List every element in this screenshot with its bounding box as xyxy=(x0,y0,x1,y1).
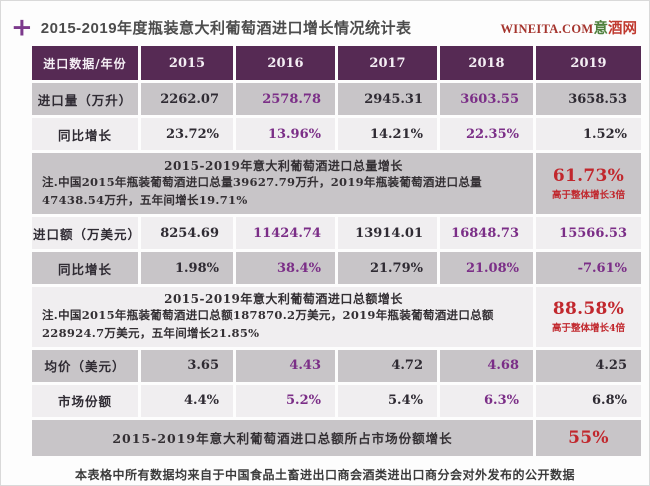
table-row-volume-note: 2015-2019年意大利葡萄酒进口总量增长 注.中国2015年瓶装葡萄酒进口总… xyxy=(32,153,641,214)
header-cell-year: 2018 xyxy=(440,46,533,80)
note-title: 2015-2019年意大利葡萄酒进口总量增长 xyxy=(164,158,403,173)
table-row-share-note: 2015-2019年意大利葡萄酒进口总额所占市场份额增长 55% xyxy=(32,419,641,456)
table-row-market-share: 市场份额 4.4% 5.2% 5.4% 6.3% 6.8% xyxy=(32,384,641,417)
data-source-note: 本表格中所有数据均来自于中国食品土畜进出口商会酒类进出口商分会对外发布的公开数据 xyxy=(74,467,575,482)
note-title: 2015-2019年意大利葡萄酒进口总额所占市场份额增长 xyxy=(32,419,533,456)
plus-icon: + xyxy=(11,13,33,42)
row-label: 进口额（万美元） xyxy=(32,217,138,249)
cell-value: 2578.78 xyxy=(236,83,335,115)
highlight-percent: 55% xyxy=(568,427,609,448)
highlight-percent: 88.58% xyxy=(552,299,625,320)
table-row-value-note: 2015-2019年意大利葡萄酒进口总额增长 注.中国2015年瓶装葡萄酒进口总… xyxy=(32,287,641,347)
cell-value: 2262.07 xyxy=(141,83,233,115)
cell-value: 16848.73 xyxy=(440,217,533,249)
cell-value: 6.8% xyxy=(536,384,641,417)
logo-latin-text: WINEITA.COM xyxy=(500,22,594,36)
site-logo: WINEITA.COM意酒网 xyxy=(500,17,637,38)
note-body: 注.中国2015年瓶装葡萄酒进口总量39627.79万升，2019年瓶装葡萄酒进… xyxy=(42,174,482,207)
cell-value: 5.4% xyxy=(338,384,437,417)
row-label: 进口量（万升） xyxy=(32,83,138,115)
cell-value: 11424.74 xyxy=(236,217,335,249)
table-row-import-value: 进口额（万美元） 8254.69 11424.74 13914.01 16848… xyxy=(32,217,641,249)
cell-value: 6.3% xyxy=(440,384,533,417)
cell-value: 4.25 xyxy=(536,349,641,382)
table-header-row: 进口数据/年份 2015 2016 2017 2018 2019 xyxy=(32,46,641,80)
cell-value: 1.52% xyxy=(536,118,641,150)
title-wrap: + 2015-2019年度瓶装意大利葡萄酒进口增长情况统计表 xyxy=(11,13,412,42)
cell-value: 14.21% xyxy=(338,118,437,150)
highlight-percent: 61.73% xyxy=(552,166,625,186)
page-title: 2015-2019年度瓶装意大利葡萄酒进口增长情况统计表 xyxy=(40,20,412,37)
note-cell: 2015-2019年意大利葡萄酒进口总量增长 注.中国2015年瓶装葡萄酒进口总… xyxy=(32,153,533,214)
row-label: 市场份额 xyxy=(32,384,138,417)
table-row-avg-price: 均价（美元） 3.65 4.43 4.72 4.68 4.25 xyxy=(32,349,641,382)
cell-value: 2945.31 xyxy=(338,83,437,115)
cell-value: 13914.01 xyxy=(338,217,437,249)
cell-value: 8254.69 xyxy=(141,217,233,249)
cell-value: 5.2% xyxy=(236,384,335,417)
header-cell-year: 2019 xyxy=(536,46,641,80)
highlight-subtext: 高于整体增长3倍 xyxy=(551,190,626,201)
cell-value: 38.4% xyxy=(236,252,335,284)
table-row-import-volume: 进口量（万升） 2262.07 2578.78 2945.31 3603.55 … xyxy=(32,83,641,115)
note-highlight-cell: 61.73% 高于整体增长3倍 xyxy=(536,153,641,214)
note-highlight-cell: 55% xyxy=(536,419,641,456)
cell-value: 3658.53 xyxy=(536,83,641,115)
cell-value: 21.08% xyxy=(440,252,533,284)
cell-value: 4.43 xyxy=(236,349,335,382)
table-row-volume-yoy: 同比增长 23.72% 13.96% 14.21% 22.35% 1.52% xyxy=(32,118,641,150)
header-bar: + 2015-2019年度瓶装意大利葡萄酒进口增长情况统计表 WINEITA.C… xyxy=(1,1,649,42)
note-title: 2015-2019年意大利葡萄酒进口总额增长 xyxy=(164,292,403,306)
row-label: 同比增长 xyxy=(32,252,138,284)
cell-value: 4.72 xyxy=(338,349,437,382)
header-cell-year: 2017 xyxy=(338,46,437,80)
note-cell: 2015-2019年意大利葡萄酒进口总额增长 注.中国2015年瓶装葡萄酒进口总… xyxy=(32,287,533,347)
cell-value: 21.79% xyxy=(338,252,437,284)
note-body: 注.中国2015年瓶装葡萄酒进口总额187870.2万美元，2019年瓶装葡萄酒… xyxy=(42,308,494,340)
row-label: 均价（美元） xyxy=(32,349,138,382)
highlight-subtext: 高于整体增长4倍 xyxy=(551,323,626,335)
row-label: 同比增长 xyxy=(32,118,138,150)
cell-value: -7.61% xyxy=(536,252,641,284)
note-highlight-cell: 88.58% 高于整体增长4倍 xyxy=(536,287,641,347)
cell-value: 23.72% xyxy=(141,118,233,150)
cell-value: 13.96% xyxy=(236,118,335,150)
cell-value: 4.68 xyxy=(440,349,533,382)
cell-value: 22.35% xyxy=(440,118,533,150)
logo-cn-first: 意 xyxy=(593,21,609,37)
cell-value: 15566.53 xyxy=(536,217,641,249)
logo-cn-rest: 酒网 xyxy=(608,21,637,37)
header-cell-year: 2015 xyxy=(141,46,233,80)
header-cell-label: 进口数据/年份 xyxy=(32,46,138,80)
header-cell-year: 2016 xyxy=(236,46,335,80)
cell-value: 3603.55 xyxy=(440,83,533,115)
cell-value: 4.4% xyxy=(141,384,233,417)
cell-value: 3.65 xyxy=(141,349,233,382)
cell-value: 1.98% xyxy=(141,252,233,284)
stats-table: 进口数据/年份 2015 2016 2017 2018 2019 进口量（万升）… xyxy=(29,43,644,459)
table-row-value-yoy: 同比增长 1.98% 38.4% 21.79% 21.08% -7.61% xyxy=(32,252,641,284)
